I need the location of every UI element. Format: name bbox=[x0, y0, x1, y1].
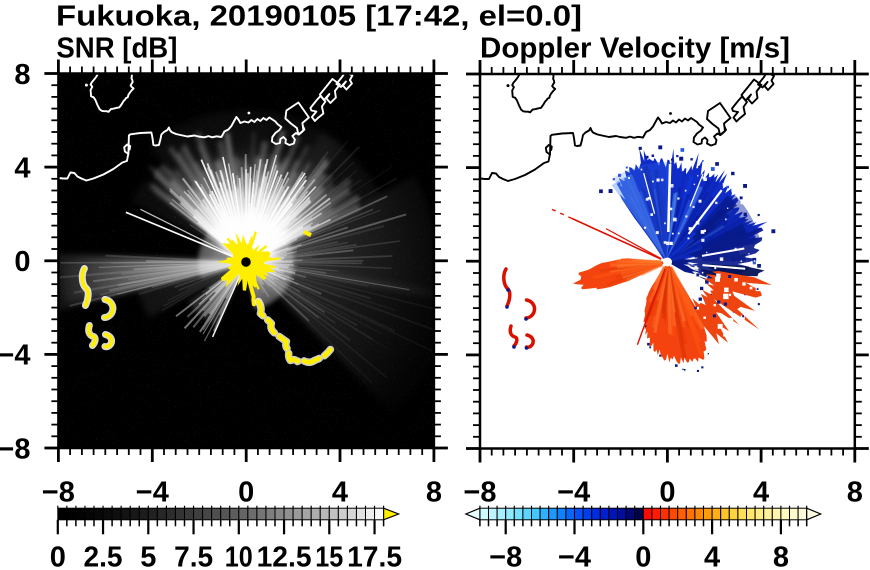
svg-text:10: 10 bbox=[225, 542, 253, 570]
svg-text:−4: −4 bbox=[557, 476, 590, 508]
svg-text:8: 8 bbox=[847, 476, 863, 508]
svg-text:−8: −8 bbox=[464, 476, 497, 508]
svg-text:7.5: 7.5 bbox=[174, 542, 213, 570]
svg-text:−8: −8 bbox=[0, 433, 31, 465]
svg-text:2.5: 2.5 bbox=[84, 542, 123, 570]
svg-text:−8: −8 bbox=[489, 542, 522, 570]
svg-text:0: 0 bbox=[14, 246, 30, 278]
svg-text:SNR [dB]: SNR [dB] bbox=[56, 33, 177, 65]
svg-text:8: 8 bbox=[773, 542, 789, 570]
svg-text:−8: −8 bbox=[42, 476, 75, 508]
svg-text:Fukuoka, 20190105 [17:42, el=0: Fukuoka, 20190105 [17:42, el=0.0] bbox=[56, 1, 582, 33]
svg-text:−4: −4 bbox=[0, 340, 31, 372]
svg-text:−4: −4 bbox=[558, 542, 591, 570]
svg-text:5: 5 bbox=[140, 542, 156, 570]
svg-text:0: 0 bbox=[659, 476, 675, 508]
svg-text:0: 0 bbox=[238, 476, 254, 508]
svg-text:4: 4 bbox=[332, 476, 348, 508]
svg-text:12.5: 12.5 bbox=[257, 542, 312, 570]
svg-text:−4: −4 bbox=[136, 476, 169, 508]
svg-text:17.5: 17.5 bbox=[347, 542, 402, 570]
svg-text:4: 4 bbox=[704, 542, 720, 570]
svg-text:8: 8 bbox=[14, 59, 30, 91]
svg-text:4: 4 bbox=[753, 476, 769, 508]
svg-text:Doppler Velocity [m/s]: Doppler Velocity [m/s] bbox=[480, 33, 790, 65]
svg-text:0: 0 bbox=[635, 542, 651, 570]
svg-text:0: 0 bbox=[50, 542, 66, 570]
svg-text:15: 15 bbox=[315, 542, 343, 570]
svg-text:8: 8 bbox=[426, 476, 442, 508]
svg-text:4: 4 bbox=[14, 152, 30, 184]
